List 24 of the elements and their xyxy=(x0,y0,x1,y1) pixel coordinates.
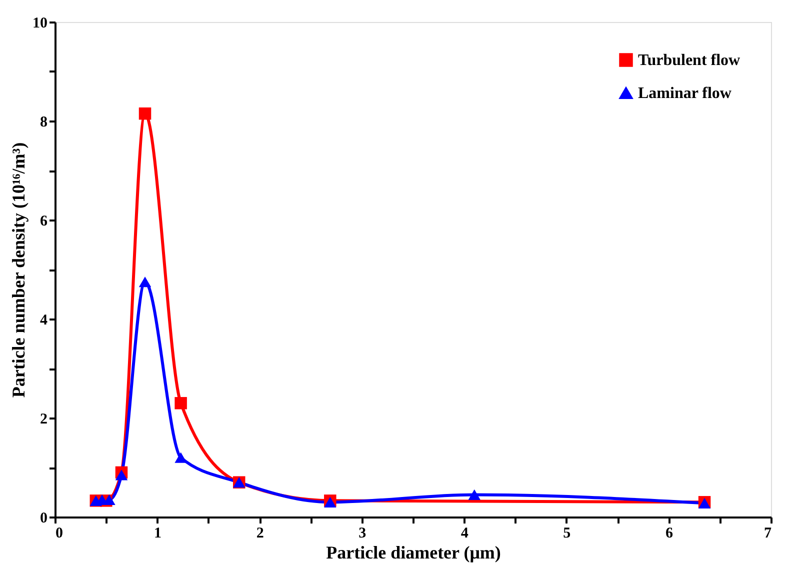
x-tick-label: 7 xyxy=(764,526,772,542)
x-tick-label: 6 xyxy=(665,526,674,542)
legend-label: Laminar flow xyxy=(638,85,732,102)
x-axis-title: Particle diameter (μm) xyxy=(326,542,501,562)
y-tick-label: 6 xyxy=(40,214,48,230)
x-tick-label: 3 xyxy=(358,526,366,542)
y-axis-title: Particle number density (10¹⁶/m³) xyxy=(8,142,28,398)
y-tick-label: 0 xyxy=(40,510,48,526)
point xyxy=(468,489,480,500)
point xyxy=(174,452,187,463)
point xyxy=(115,470,128,480)
y-tick-label: 4 xyxy=(40,312,48,328)
y-tick-label: 2 xyxy=(40,412,48,428)
x-tick-label: 1 xyxy=(154,526,162,542)
y-tick-label: 10 xyxy=(32,16,48,32)
point xyxy=(174,397,187,410)
point xyxy=(138,107,152,120)
x-tick-label: 4 xyxy=(460,526,469,542)
x-tick-label: 5 xyxy=(563,526,571,542)
point xyxy=(138,276,152,288)
x-tick-label: 2 xyxy=(256,526,264,542)
legend-label: Turbulent flow xyxy=(638,52,741,69)
y-tick-label: 8 xyxy=(40,114,48,130)
x-tick-label: 0 xyxy=(56,526,63,542)
